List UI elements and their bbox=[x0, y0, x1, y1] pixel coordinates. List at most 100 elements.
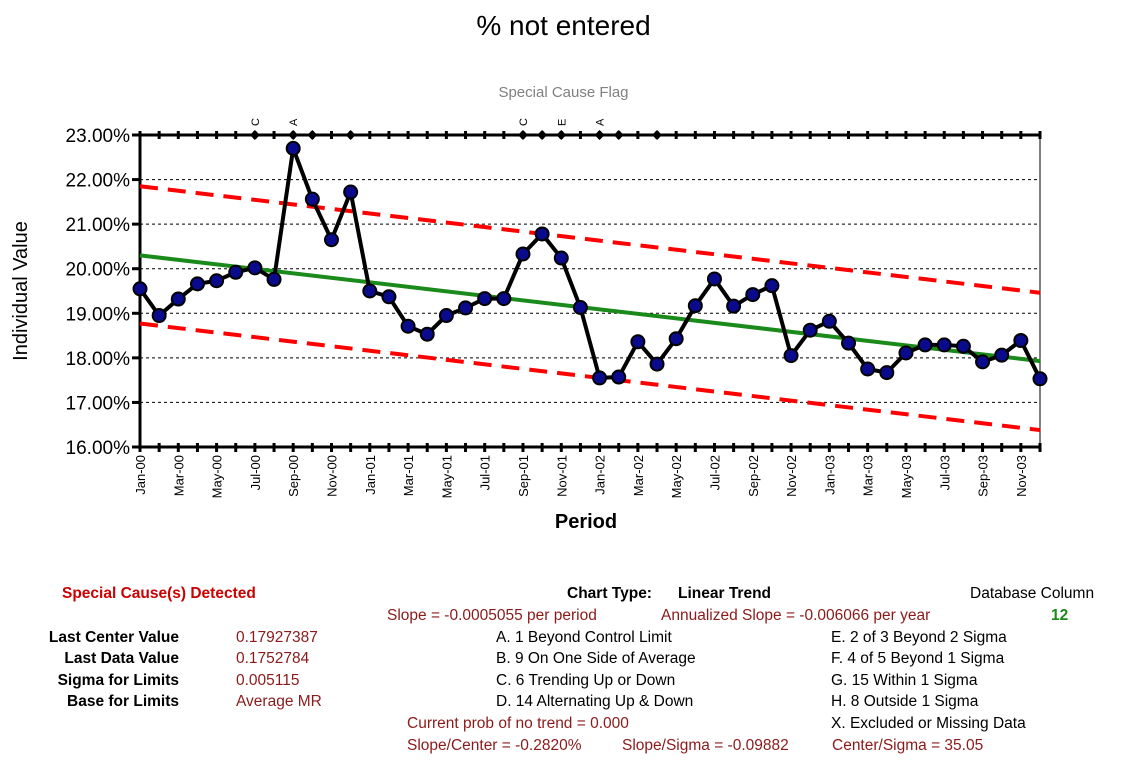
special-cause-flag-title: Special Cause Flag bbox=[498, 84, 629, 101]
flag-marker bbox=[537, 130, 548, 140]
data-point bbox=[534, 226, 550, 242]
data-point bbox=[438, 308, 454, 324]
slope-text: Slope = -0.0005055 per period bbox=[387, 607, 597, 624]
x-tick-label: Mar-01 bbox=[401, 455, 416, 496]
data-point bbox=[132, 281, 148, 297]
data-point bbox=[304, 191, 320, 207]
data-point bbox=[994, 347, 1010, 363]
data-point bbox=[764, 278, 780, 294]
data-point bbox=[821, 313, 837, 329]
stat-value: 0.17927387 bbox=[236, 629, 318, 646]
database-column-value: 12 bbox=[1051, 607, 1069, 624]
flag-letter: C bbox=[250, 118, 262, 126]
y-tick-label: 21.00% bbox=[66, 215, 131, 236]
lower-control-limit bbox=[139, 321, 1041, 433]
stat-value: 0.1752784 bbox=[236, 650, 310, 667]
x-tick-label: May-03 bbox=[899, 455, 914, 498]
slope-sigma: Slope/Sigma = -0.09882 bbox=[622, 737, 789, 754]
chart-type-label: Chart Type: bbox=[567, 585, 652, 602]
data-point bbox=[860, 361, 876, 377]
special-cause-detected: Special Cause(s) Detected bbox=[62, 585, 256, 602]
data-point bbox=[936, 337, 952, 353]
rule-item: B. 9 On One Side of Average bbox=[496, 650, 696, 667]
x-tick-label: Jan-01 bbox=[363, 455, 378, 495]
data-point bbox=[975, 354, 991, 370]
stat-label: Last Center Value bbox=[48, 629, 179, 646]
x-tick-label: Jul-03 bbox=[937, 455, 952, 490]
x-tick-label: May-00 bbox=[210, 455, 225, 498]
data-point bbox=[611, 369, 627, 385]
data-point bbox=[247, 260, 263, 276]
data-point bbox=[802, 322, 818, 338]
x-tick-label: Jul-00 bbox=[248, 455, 263, 490]
stat-value: Average MR bbox=[236, 693, 322, 710]
rule-item: F. 4 of 5 Beyond 1 Sigma bbox=[831, 650, 1005, 667]
data-point bbox=[687, 298, 703, 314]
y-axis-title: Individual Value bbox=[10, 221, 32, 361]
x-tick-label: Sep-02 bbox=[746, 455, 761, 497]
y-tick-label: 19.00% bbox=[66, 304, 131, 325]
x-tick-label: Sep-03 bbox=[976, 455, 991, 497]
data-point bbox=[266, 271, 282, 287]
database-column-label: Database Column bbox=[970, 585, 1095, 602]
data-point bbox=[151, 308, 167, 324]
flag-marker bbox=[613, 130, 624, 140]
data-point bbox=[668, 331, 684, 347]
data-point bbox=[917, 337, 933, 353]
x-tick-label: Sep-01 bbox=[516, 455, 531, 497]
data-point bbox=[419, 326, 435, 342]
flag-marker bbox=[249, 130, 260, 140]
x-axis-title: Period bbox=[555, 511, 617, 533]
rule-item: E. 2 of 3 Beyond 2 Sigma bbox=[831, 629, 1007, 646]
data-point bbox=[170, 291, 186, 307]
x-tick-label: Sep-00 bbox=[286, 455, 301, 497]
data-point bbox=[879, 365, 895, 381]
data-point bbox=[496, 291, 512, 307]
data-point bbox=[228, 264, 244, 280]
x-tick-label: May-02 bbox=[669, 455, 684, 498]
slope-center: Slope/Center = -0.2820% bbox=[407, 737, 582, 754]
data-point bbox=[706, 271, 722, 287]
rule-item: C. 6 Trending Up or Down bbox=[496, 672, 676, 689]
y-tick-label: 20.00% bbox=[66, 260, 131, 281]
data-point bbox=[649, 356, 665, 372]
stat-label: Last Data Value bbox=[64, 650, 179, 667]
data-point bbox=[1013, 332, 1029, 348]
x-tick-label: Mar-03 bbox=[861, 455, 876, 496]
flag-letter: A bbox=[595, 118, 607, 126]
data-point bbox=[783, 348, 799, 364]
data-point bbox=[955, 338, 971, 354]
rule-item: H. 8 Outside 1 Sigma bbox=[831, 693, 979, 710]
x-tick-label: May-01 bbox=[439, 455, 454, 498]
x-tick-label: Jan-00 bbox=[133, 455, 148, 495]
stat-value: 0.005115 bbox=[236, 672, 300, 689]
x-tick-label: Mar-02 bbox=[631, 455, 646, 496]
x-tick-label: Nov-00 bbox=[324, 455, 339, 497]
rule-item: X. Excluded or Missing Data bbox=[831, 715, 1026, 732]
x-tick-label: Nov-02 bbox=[784, 455, 799, 497]
data-point bbox=[726, 298, 742, 314]
rule-item: G. 15 Within 1 Sigma bbox=[831, 672, 978, 689]
y-tick-label: 18.00% bbox=[66, 349, 131, 370]
flag-marker bbox=[345, 130, 356, 140]
flag-marker bbox=[594, 130, 605, 140]
x-tick-label: Jan-03 bbox=[822, 455, 837, 495]
x-tick-label: Nov-03 bbox=[1014, 455, 1029, 497]
data-point bbox=[553, 250, 569, 266]
data-point bbox=[285, 140, 301, 156]
x-tick-label: Jan-02 bbox=[593, 455, 608, 495]
center-trend-line bbox=[139, 253, 1041, 364]
data-point bbox=[189, 276, 205, 292]
y-tick-label: 23.00% bbox=[66, 126, 131, 147]
data-point bbox=[323, 232, 339, 248]
stat-label: Sigma for Limits bbox=[57, 672, 179, 689]
data-point bbox=[362, 283, 378, 299]
data-point bbox=[381, 289, 397, 305]
data-point bbox=[458, 300, 474, 316]
x-tick-label: Jul-02 bbox=[707, 455, 722, 490]
annualized-slope-text: Annualized Slope = -0.006066 per year bbox=[661, 607, 931, 624]
data-point bbox=[745, 287, 761, 303]
rule-item: D. 14 Alternating Up & Down bbox=[496, 693, 694, 710]
chart-type-value: Linear Trend bbox=[678, 585, 772, 602]
data-point bbox=[898, 345, 914, 361]
